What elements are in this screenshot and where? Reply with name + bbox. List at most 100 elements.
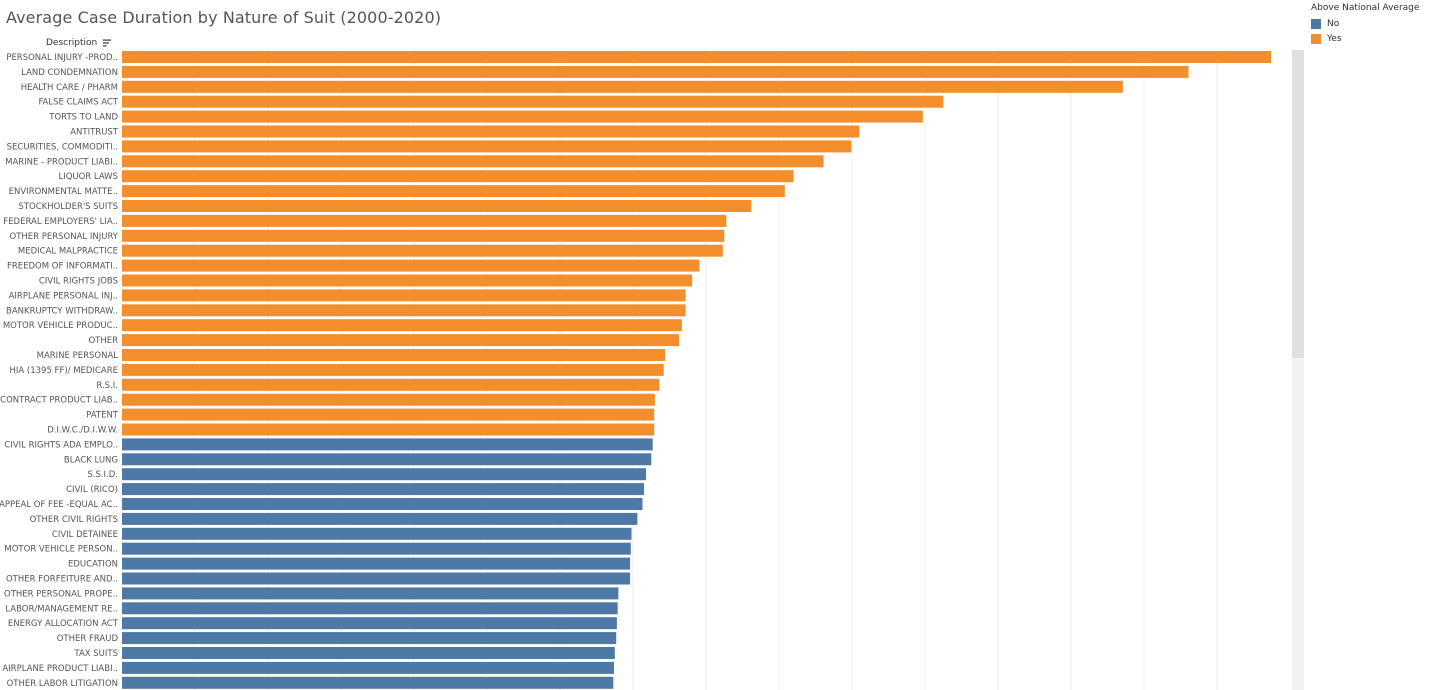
legend-item-yes[interactable]: Yes: [1311, 31, 1419, 46]
category-label: CONTRACT PRODUCT LIAB..: [0, 396, 118, 406]
bar[interactable]: [122, 349, 666, 361]
bar[interactable]: [122, 468, 647, 481]
bar[interactable]: [122, 393, 655, 406]
category-label: LIQUOR LAWS: [58, 172, 118, 182]
bar[interactable]: [122, 155, 824, 168]
bar[interactable]: [122, 661, 614, 674]
bar[interactable]: [122, 259, 700, 272]
category-label: PERSONAL INJURY -PROD..: [6, 53, 118, 63]
bar-chart: PERSONAL INJURY -PROD.. LAND CONDEMNATION…: [0, 48, 1271, 690]
category-label: LAND CONDEMNATION: [21, 68, 118, 78]
category-label: OTHER LABOR LITIGATION: [7, 679, 118, 689]
category-label: MARINE PERSONAL: [37, 351, 119, 361]
bar[interactable]: [122, 378, 660, 391]
bar[interactable]: [122, 95, 944, 108]
category-label: SECURITIES, COMMODITI..: [7, 142, 118, 152]
bar[interactable]: [122, 185, 785, 198]
category-label: HIA (1395 FF)/ MEDICARE: [9, 366, 118, 376]
category-label: D.I.W.C./D.I.W.W.: [47, 426, 118, 436]
category-label: OTHER: [88, 336, 118, 346]
category-label: EDUCATION: [68, 560, 118, 570]
bar[interactable]: [122, 408, 655, 421]
bar[interactable]: [122, 334, 679, 347]
bar[interactable]: [122, 602, 618, 615]
category-label: AIRPLANE PRODUCT LIABI..: [2, 664, 118, 674]
vertical-scrollbar[interactable]: [1292, 50, 1304, 690]
legend-swatch-no: [1311, 18, 1321, 29]
description-column-header[interactable]: Description: [46, 38, 112, 48]
category-label: OTHER FRAUD: [57, 634, 119, 644]
category-label: APPEAL OF FEE -EQUAL AC..: [0, 500, 118, 510]
bar[interactable]: [122, 647, 615, 659]
category-label: MOTOR VEHICLE PRODUC..: [3, 321, 118, 331]
category-label: ENVIRONMENTAL MATTE..: [9, 187, 118, 197]
category-label: CIVIL (RICO): [66, 485, 118, 495]
legend-label-yes: Yes: [1327, 33, 1342, 44]
category-label: AIRPLANE PERSONAL INJ..: [9, 291, 118, 301]
category-label: MEDICAL MALPRACTICE: [18, 247, 118, 257]
bar[interactable]: [122, 65, 1189, 78]
category-label: PATENT: [86, 411, 119, 421]
bar[interactable]: [122, 304, 686, 317]
bar[interactable]: [122, 557, 631, 570]
category-label: CIVIL DETAINEE: [52, 530, 118, 540]
bar[interactable]: [122, 587, 619, 600]
bar[interactable]: [122, 617, 617, 630]
bar[interactable]: [122, 200, 752, 212]
chart-title: Average Case Duration by Nature of Suit …: [6, 8, 442, 27]
category-label: MARINE - PRODUCT LIABI..: [5, 157, 118, 167]
bar[interactable]: [122, 572, 631, 585]
category-label: FALSE CLAIMS ACT: [38, 98, 118, 108]
category-label: S.S.I.D.: [87, 470, 118, 480]
bar[interactable]: [122, 214, 727, 227]
legend: Above National Average No Yes: [1311, 3, 1419, 46]
category-label: ANTITRUST: [70, 128, 119, 138]
category-label: CIVIL RIGHTS JOBS: [39, 277, 118, 287]
bar[interactable]: [122, 289, 686, 302]
legend-swatch-yes: [1311, 33, 1321, 44]
category-label: BLACK LUNG: [64, 455, 118, 465]
bar[interactable]: [122, 632, 617, 645]
category-label: TORTS TO LAND: [48, 113, 118, 123]
bar[interactable]: [122, 125, 860, 138]
bar[interactable]: [122, 244, 723, 257]
bar[interactable]: [122, 542, 631, 555]
category-label: FEDERAL EMPLOYERS' LIA..: [3, 217, 118, 227]
category-label: BANKRUPTCY WITHDRAW..: [6, 306, 118, 316]
category-label: MOTOR VEHICLE PERSON..: [4, 545, 118, 555]
bar[interactable]: [122, 140, 852, 153]
bar[interactable]: [122, 51, 1271, 63]
bar[interactable]: [122, 512, 638, 525]
legend-item-no[interactable]: No: [1311, 16, 1419, 31]
bar[interactable]: [122, 274, 693, 287]
bar[interactable]: [122, 438, 653, 451]
bar[interactable]: [122, 453, 652, 466]
bar[interactable]: [122, 483, 644, 496]
category-label: LABOR/MANAGEMENT RE..: [5, 604, 118, 614]
bar[interactable]: [122, 498, 643, 510]
bar[interactable]: [122, 676, 614, 689]
category-label: CIVIL RIGHTS ADA EMPLO..: [4, 440, 118, 450]
bar[interactable]: [122, 229, 725, 242]
bar[interactable]: [122, 110, 923, 123]
legend-title: Above National Average: [1311, 3, 1420, 13]
bar[interactable]: [122, 423, 655, 436]
legend-label-no: No: [1327, 18, 1340, 29]
category-label: R.S.I.: [96, 381, 118, 391]
bar[interactable]: [122, 527, 632, 540]
scrollbar-thumb[interactable]: [1292, 50, 1304, 358]
description-header-label: Description: [46, 38, 98, 48]
bar[interactable]: [122, 319, 682, 332]
category-label: OTHER FORFEITURE AND..: [6, 575, 118, 585]
category-label: ENERGY ALLOCATION ACT: [8, 619, 119, 629]
category-label: OTHER PERSONAL PROPE..: [4, 589, 118, 599]
category-label: OTHER PERSONAL INJURY: [10, 232, 119, 242]
bar[interactable]: [122, 170, 794, 183]
category-label: FREEDOM OF INFORMATI..: [7, 262, 118, 272]
bar[interactable]: [122, 80, 1123, 93]
category-label: HEALTH CARE / PHARM: [21, 83, 118, 93]
sort-descending-icon[interactable]: [103, 39, 112, 47]
category-label: OTHER CIVIL RIGHTS: [30, 515, 118, 525]
bar[interactable]: [122, 363, 664, 376]
category-label: TAX SUITS: [73, 649, 118, 659]
